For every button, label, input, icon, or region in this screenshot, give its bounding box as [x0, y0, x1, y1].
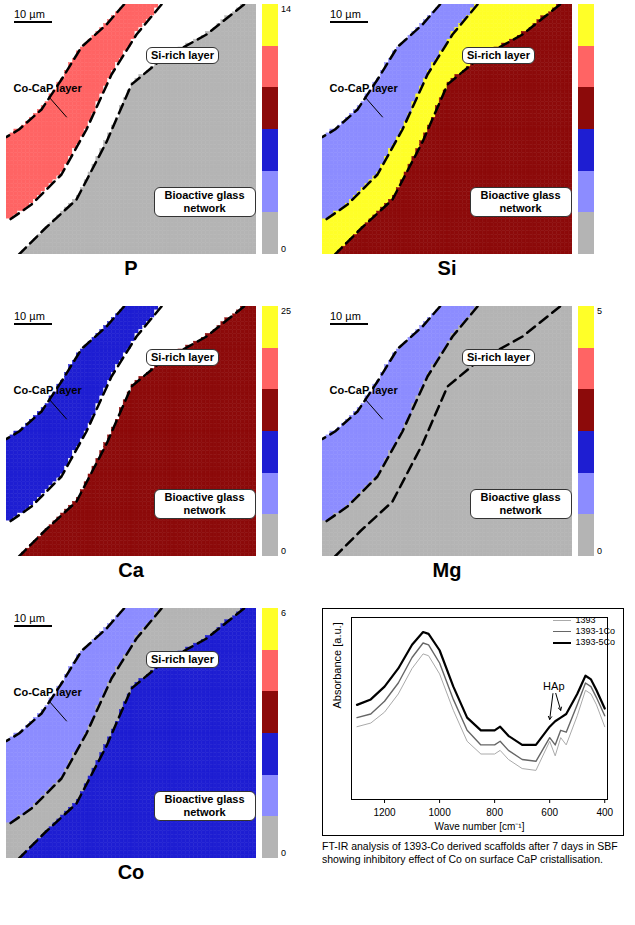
svg-text:800: 800: [486, 807, 503, 818]
html-text:0: 0: [281, 848, 286, 858]
html-text:0: 0: [281, 244, 286, 254]
html-text:Si: Si: [437, 257, 457, 279]
html-text:Bioactive glass network: Bioactive glass network: [164, 490, 245, 516]
html-text:Co-CaP layer: Co-CaP layer: [329, 383, 398, 396]
html-text:10 µm: 10 µm: [14, 310, 45, 322]
html-text:P: P: [124, 257, 138, 279]
html-text:5: 5: [597, 306, 602, 316]
html-text:Co-CaP layer: Co-CaP layer: [329, 81, 398, 94]
svg-text:Wave number [cm⁻¹]: Wave number [cm⁻¹]: [435, 821, 525, 832]
html-text:Co-CaP layer: Co-CaP layer: [13, 81, 82, 94]
html-text:Co-CaP layer: Co-CaP layer: [13, 383, 82, 396]
html-text:1393-1Co: 1393-1Co: [575, 626, 615, 636]
html-text:0: 0: [281, 546, 286, 556]
html-text:Co-CaP layer: Co-CaP layer: [13, 685, 82, 698]
html-text:10 µm: 10 µm: [330, 8, 361, 20]
html-text:Mg: Mg: [432, 559, 462, 581]
html-text:Si-rich layer: Si-rich layer: [151, 48, 214, 61]
html-text:Si-rich layer: Si-rich layer: [467, 350, 530, 363]
html-text:Si-rich layer: Si-rich layer: [467, 48, 530, 61]
html-text:0: 0: [597, 546, 602, 556]
svg-text:1000: 1000: [428, 807, 451, 818]
svg-text:600: 600: [541, 807, 558, 818]
html-text:FT-IR analysis of 1393-Co deri: FT-IR analysis of 1393-Co derived scaffo…: [322, 840, 618, 865]
html-text:Si-rich layer: Si-rich layer: [151, 652, 214, 665]
html-text:10 µm: 10 µm: [14, 8, 45, 20]
svg-text:Absorbance [a.u.]: Absorbance [a.u.]: [331, 622, 343, 708]
html-text:Bioactive glass network: Bioactive glass network: [164, 792, 245, 818]
html-text:Ca: Ca: [118, 559, 144, 581]
html-text:Bioactive glass network: Bioactive glass network: [480, 490, 561, 516]
svg-text:400: 400: [596, 807, 613, 818]
html-text:1393-5Co: 1393-5Co: [575, 637, 615, 647]
html-text:Bioactive glass network: Bioactive glass network: [164, 188, 245, 214]
html-text:Co: Co: [117, 861, 145, 883]
svg-text:HAp: HAp: [543, 680, 564, 692]
html-text:25: 25: [281, 306, 291, 316]
html-text:6: 6: [281, 608, 286, 618]
html-text:Si-rich layer: Si-rich layer: [151, 350, 214, 363]
html-text:1393: 1393: [575, 615, 596, 625]
html-text:10 µm: 10 µm: [14, 612, 45, 624]
html-text:14: 14: [281, 4, 291, 14]
html-text:10 µm: 10 µm: [330, 310, 361, 322]
svg-text:1200: 1200: [373, 807, 396, 818]
html-text:Bioactive glass network: Bioactive glass network: [480, 188, 561, 214]
